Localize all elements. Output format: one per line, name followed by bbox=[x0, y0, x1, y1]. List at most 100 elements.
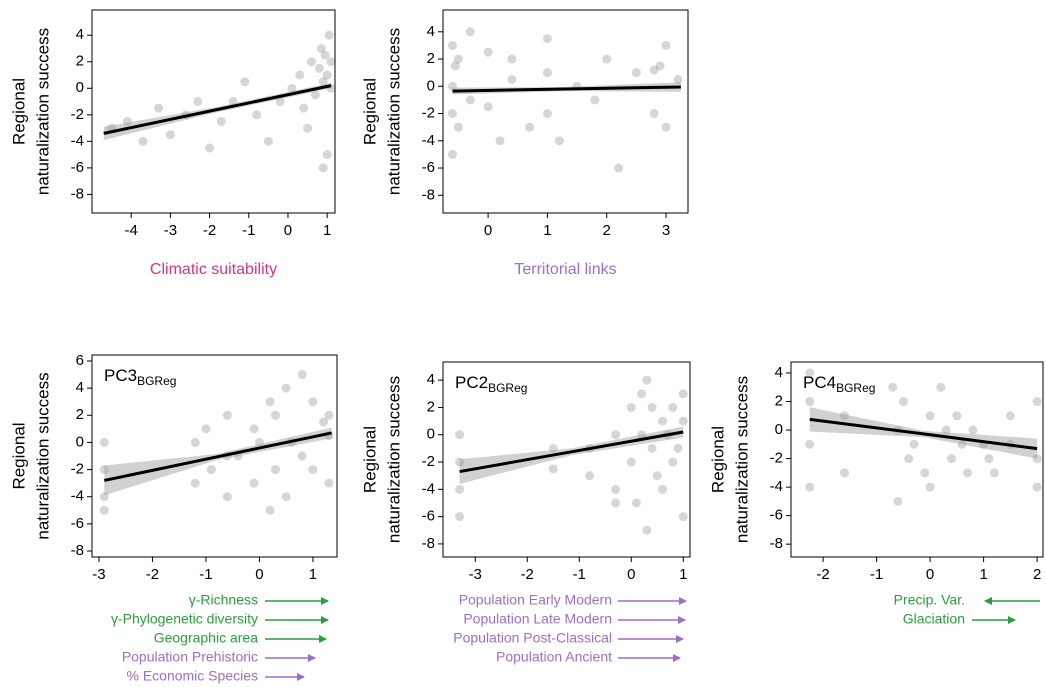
y-tick-label: 4 bbox=[775, 364, 783, 381]
x-tick-label: 1 bbox=[323, 222, 331, 239]
point bbox=[453, 54, 463, 64]
point bbox=[455, 430, 465, 440]
annotation: γ-Richness bbox=[189, 592, 258, 608]
point bbox=[99, 505, 109, 515]
point bbox=[201, 424, 211, 434]
point bbox=[805, 397, 815, 407]
point bbox=[455, 484, 465, 494]
y-tick-label: 0 bbox=[427, 77, 435, 94]
point bbox=[657, 416, 667, 426]
point bbox=[642, 375, 652, 385]
point bbox=[240, 77, 250, 87]
point bbox=[542, 109, 552, 119]
y-tick-label: 0 bbox=[76, 79, 84, 96]
y-tick-label: 2 bbox=[76, 406, 84, 423]
point bbox=[507, 54, 517, 64]
point bbox=[295, 70, 305, 80]
point bbox=[450, 61, 460, 71]
point bbox=[936, 382, 946, 392]
point bbox=[1032, 397, 1042, 407]
annotation: % Economic Species bbox=[126, 668, 258, 684]
point bbox=[968, 425, 978, 435]
fit-line bbox=[103, 431, 332, 482]
y-tick-label: -8 bbox=[770, 535, 783, 552]
annotation: Glaciation bbox=[903, 611, 965, 627]
y-tick-label: 0 bbox=[76, 433, 84, 450]
x-tick-label: 0 bbox=[255, 566, 263, 583]
annotation: Population Prehistoric bbox=[122, 649, 258, 665]
point bbox=[303, 123, 313, 133]
point bbox=[281, 492, 291, 502]
fit-line bbox=[459, 430, 684, 474]
point bbox=[447, 149, 457, 159]
point bbox=[324, 30, 334, 40]
point bbox=[602, 54, 612, 64]
point bbox=[649, 65, 659, 75]
point bbox=[542, 34, 552, 44]
point bbox=[447, 40, 457, 50]
x-tick-label: -2 bbox=[521, 566, 534, 583]
point bbox=[1032, 482, 1042, 492]
point bbox=[322, 150, 332, 160]
point bbox=[99, 437, 109, 447]
point bbox=[306, 57, 316, 67]
panel-label-sub: BGReg bbox=[836, 381, 875, 395]
point bbox=[299, 103, 309, 113]
x-tick-label: 0 bbox=[484, 222, 492, 239]
point bbox=[585, 471, 595, 481]
point bbox=[642, 525, 652, 535]
point bbox=[249, 424, 259, 434]
point bbox=[805, 482, 815, 492]
point bbox=[652, 471, 662, 481]
y-tick-label: -4 bbox=[770, 478, 783, 495]
point bbox=[324, 478, 334, 488]
y-axis-label: naturalization success bbox=[384, 376, 403, 543]
point bbox=[447, 81, 457, 91]
point bbox=[287, 83, 297, 93]
panel-label-main: PC3 bbox=[104, 366, 137, 385]
plot-frame bbox=[91, 9, 336, 214]
y-tick-label: -6 bbox=[422, 508, 435, 525]
y-tick-label: -8 bbox=[422, 535, 435, 552]
point bbox=[99, 465, 109, 475]
point bbox=[805, 368, 815, 378]
panel-label-sub: BGReg bbox=[488, 381, 527, 395]
point bbox=[310, 90, 320, 100]
point bbox=[673, 443, 683, 453]
point bbox=[647, 402, 657, 412]
y-tick-label: -2 bbox=[71, 106, 84, 123]
y-axis-label: Regional bbox=[360, 78, 379, 145]
point bbox=[947, 454, 957, 464]
point bbox=[122, 116, 132, 126]
x-tick-label: -1 bbox=[242, 222, 255, 239]
point bbox=[542, 68, 552, 78]
point bbox=[631, 498, 641, 508]
y-tick-label: -2 bbox=[770, 450, 783, 467]
point bbox=[206, 465, 216, 475]
y-axis-label: Regional bbox=[9, 422, 28, 489]
y-tick-label: 6 bbox=[76, 352, 84, 369]
plot-frame bbox=[442, 361, 691, 558]
point bbox=[909, 439, 919, 449]
y-axis-label: naturalization success bbox=[384, 28, 403, 195]
point bbox=[447, 109, 457, 119]
point bbox=[611, 484, 621, 494]
y-tick-label: -8 bbox=[71, 185, 84, 202]
annotation: Precip. Var. bbox=[894, 592, 965, 608]
y-axis-label: naturalization success bbox=[33, 28, 52, 195]
plot-frame bbox=[790, 361, 1044, 558]
plot-frame bbox=[91, 354, 338, 558]
x-tick-label: 3 bbox=[662, 222, 670, 239]
point bbox=[941, 425, 951, 435]
y-tick-label: 2 bbox=[427, 50, 435, 67]
fit-line bbox=[103, 84, 332, 135]
point bbox=[322, 70, 332, 80]
x-axis-label: Climatic suitability bbox=[150, 261, 277, 278]
x-tick-label: 2 bbox=[603, 222, 611, 239]
point bbox=[626, 457, 636, 467]
point bbox=[963, 468, 973, 478]
point bbox=[548, 443, 558, 453]
point bbox=[898, 397, 908, 407]
point bbox=[319, 417, 329, 427]
